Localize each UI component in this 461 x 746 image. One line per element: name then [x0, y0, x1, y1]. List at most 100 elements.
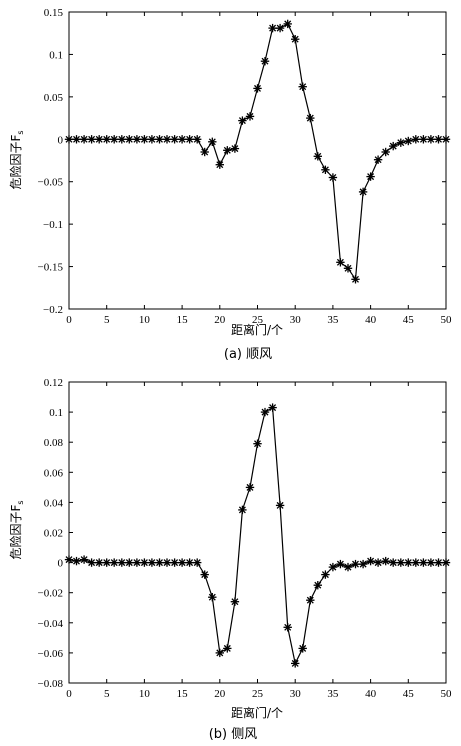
data-point — [64, 555, 74, 564]
x-tick-label: 45 — [403, 688, 415, 700]
data-point — [132, 135, 142, 144]
marker-stroke — [329, 174, 337, 181]
data-point — [238, 505, 247, 515]
marker-stroke — [427, 559, 435, 567]
marker-stroke — [276, 24, 284, 32]
x-axis-ticks: 0 5 10 15 20 25 30 35 40 45 50 — [66, 382, 452, 700]
marker-stroke — [382, 148, 390, 156]
x-tick-label: 35 — [327, 314, 339, 326]
marker-stroke — [321, 571, 329, 579]
marker-stroke — [103, 135, 111, 143]
data-point — [64, 135, 74, 144]
marker-stroke — [103, 559, 111, 567]
data-point — [328, 173, 338, 182]
marker-stroke — [80, 135, 88, 143]
data-point — [109, 135, 119, 144]
marker-stroke — [110, 559, 118, 567]
data-point — [306, 596, 315, 605]
marker-stroke — [73, 135, 80, 143]
chart-panel-b: 0 5 10 15 20 25 30 35 40 45 50 0.12 0.1 0.08 0.06 0.04… — [8, 377, 452, 742]
data-point — [373, 558, 383, 567]
data-point — [208, 593, 217, 602]
marker-stroke — [231, 598, 239, 606]
marker-stroke — [344, 264, 352, 272]
marker-stroke — [291, 35, 299, 43]
x-tick-label: 10 — [139, 688, 151, 700]
marker-stroke — [397, 139, 405, 147]
plot-frame — [68, 381, 447, 684]
data-point — [102, 558, 111, 567]
marker-stroke — [231, 145, 239, 153]
data-point — [140, 558, 149, 567]
data-point — [343, 264, 353, 273]
marker-stroke — [216, 161, 224, 169]
data-point — [102, 135, 111, 144]
data-point — [79, 555, 89, 564]
marker-stroke — [442, 135, 450, 143]
data-point — [117, 135, 127, 144]
x-tick-label: 15 — [177, 314, 189, 326]
y-tick-label: −0.04 — [38, 618, 64, 630]
data-point — [336, 258, 345, 267]
y-tick-label: 0.15 — [44, 7, 64, 19]
data-point — [298, 644, 307, 653]
data-point — [109, 558, 119, 567]
data-point — [208, 137, 217, 147]
marker-stroke — [344, 563, 352, 571]
marker-stroke — [148, 135, 156, 143]
data-point — [230, 597, 240, 606]
plot-frame — [68, 11, 447, 310]
data-point — [419, 558, 428, 567]
y-tick-label: 0.12 — [44, 377, 63, 389]
y-tick-label: −0.08 — [38, 678, 64, 690]
marker-stroke — [171, 135, 179, 143]
data-point — [343, 562, 353, 572]
marker-stroke — [95, 135, 103, 143]
x-axis-label: 距离门/个 — [231, 322, 283, 337]
marker-stroke — [314, 152, 322, 160]
data-point — [162, 558, 172, 567]
data-point — [245, 483, 255, 492]
x-tick-label: 35 — [327, 688, 339, 700]
marker-stroke — [186, 559, 194, 567]
y-tick-label: 0 — [58, 134, 64, 146]
data-point — [404, 558, 413, 567]
marker-stroke — [163, 559, 171, 567]
marker-stroke — [299, 83, 307, 91]
marker-stroke — [133, 559, 141, 567]
chart-panel-a: 0 5 10 15 20 25 30 35 40 45 50 0.15 0.1 0.05 0 −0.05 −0… — [8, 7, 452, 362]
data-point — [87, 135, 96, 144]
data-point — [245, 112, 255, 121]
marker-stroke — [65, 135, 73, 143]
marker-stroke — [125, 135, 133, 143]
marker-stroke — [291, 659, 299, 667]
data-point — [260, 407, 270, 417]
marker-stroke — [374, 559, 382, 567]
marker-stroke — [404, 137, 412, 145]
marker-stroke — [201, 571, 209, 579]
data-point — [411, 558, 420, 567]
data-point — [260, 57, 270, 66]
data-point — [132, 558, 142, 567]
marker-stroke — [359, 188, 367, 196]
data-point — [358, 187, 368, 197]
data-point — [419, 135, 428, 144]
marker-stroke — [254, 440, 261, 448]
marker-stroke — [269, 404, 277, 412]
marker-stroke — [412, 559, 420, 567]
data-point — [155, 135, 164, 144]
y-tick-label: 0 — [58, 558, 64, 570]
marker-stroke — [246, 483, 254, 491]
x-tick-label: 45 — [403, 314, 415, 326]
data-point — [147, 135, 157, 144]
data-point — [125, 135, 134, 144]
data-point — [381, 147, 390, 157]
marker-stroke — [261, 57, 269, 65]
marker-stroke — [367, 557, 375, 565]
y-axis-ticks: 0.12 0.1 0.08 0.06 0.04 0.02 0 −0.02 −0.04 −0.06 −… — [38, 377, 446, 690]
chart-caption: (a) 顺风 — [224, 347, 272, 362]
data-point — [366, 172, 375, 181]
x-tick-label: 40 — [365, 688, 377, 700]
marker-stroke — [359, 560, 367, 568]
